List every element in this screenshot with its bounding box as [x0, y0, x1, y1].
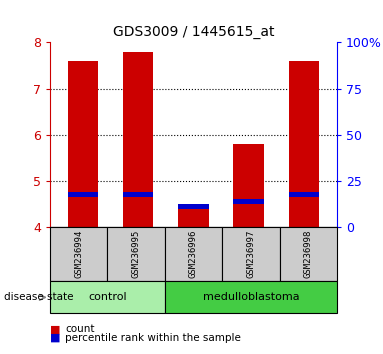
Bar: [123, 52, 153, 227]
Text: ■: ■: [50, 324, 60, 334]
Bar: [222, 227, 280, 281]
Bar: [178, 204, 209, 209]
Bar: [280, 227, 337, 281]
Text: GSM236995: GSM236995: [131, 230, 141, 278]
Text: count: count: [65, 324, 95, 334]
Bar: [289, 61, 319, 227]
Bar: [123, 192, 153, 197]
Text: disease state: disease state: [4, 292, 73, 302]
Bar: [165, 281, 337, 313]
Text: control: control: [88, 292, 126, 302]
Text: GSM236997: GSM236997: [246, 230, 255, 278]
Bar: [234, 144, 264, 227]
Text: ■: ■: [50, 333, 60, 343]
Title: GDS3009 / 1445615_at: GDS3009 / 1445615_at: [113, 25, 274, 39]
Text: percentile rank within the sample: percentile rank within the sample: [65, 333, 241, 343]
Text: medulloblastoma: medulloblastoma: [203, 292, 299, 302]
Text: GSM236994: GSM236994: [74, 230, 83, 278]
Bar: [289, 192, 319, 197]
Bar: [68, 61, 98, 227]
Bar: [50, 227, 107, 281]
Bar: [234, 199, 264, 204]
Text: GSM236996: GSM236996: [189, 230, 198, 278]
Bar: [165, 227, 222, 281]
Bar: [50, 281, 165, 313]
Bar: [68, 192, 98, 197]
Bar: [178, 208, 209, 227]
Text: GSM236998: GSM236998: [304, 230, 313, 278]
Bar: [107, 227, 165, 281]
